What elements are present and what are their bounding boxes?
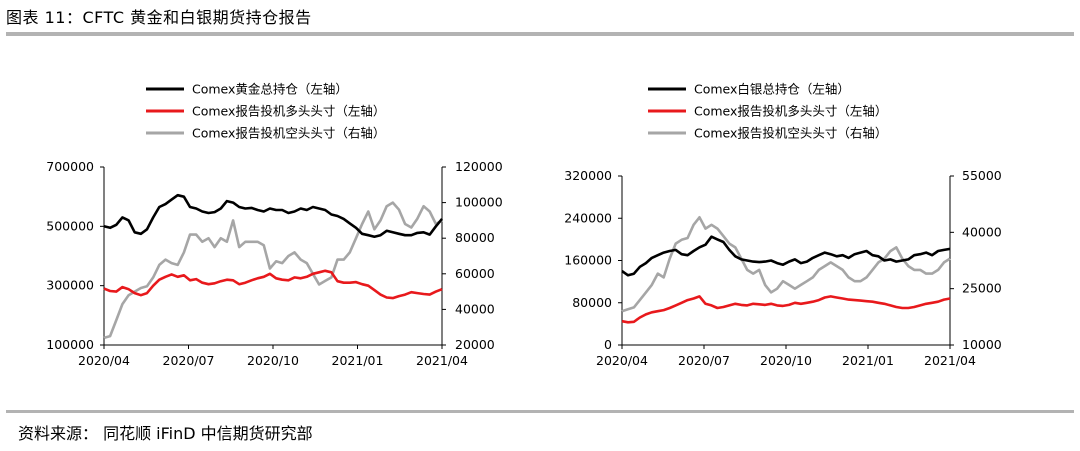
left-tick-label: 80000 xyxy=(572,295,612,310)
x-tick-label: 2021/01 xyxy=(332,353,384,368)
right-tick-label: 55000 xyxy=(962,168,1002,183)
left-tick-label: 0 xyxy=(604,337,612,352)
right-tick-label: 120000 xyxy=(455,159,503,174)
right-tick-label: 10000 xyxy=(962,337,1002,352)
series-line-2 xyxy=(103,269,443,300)
series-line-3 xyxy=(103,201,443,340)
x-tick-label: 2020/04 xyxy=(78,353,130,368)
left-tick-label: 320000 xyxy=(564,168,612,183)
series-line-1 xyxy=(103,193,444,238)
footer-rule xyxy=(6,410,1074,413)
left-tick-label: 240000 xyxy=(564,210,612,225)
right-tick-label: 25000 xyxy=(962,281,1002,296)
right-tick-label: 40000 xyxy=(455,301,495,316)
series-line-3 xyxy=(621,216,951,313)
right-tick-label: 20000 xyxy=(455,337,495,352)
legend-label: Comex报告投机空头头寸（右轴） xyxy=(192,126,385,141)
right-tick-label: 100000 xyxy=(455,195,503,210)
left-tick-label: 700000 xyxy=(46,159,94,174)
series-line-2 xyxy=(621,295,951,324)
x-tick-label: 2020/10 xyxy=(760,353,812,368)
legend-label: Comex报告投机多头头寸（左轴） xyxy=(192,104,385,119)
legend-label: Comex报告投机空头头寸（右轴） xyxy=(694,126,887,141)
legend-label: Comex报告投机多头头寸（左轴） xyxy=(694,104,887,119)
header-rule xyxy=(6,32,1074,36)
x-tick-label: 2021/04 xyxy=(924,353,976,368)
left-tick-label: 300000 xyxy=(46,278,94,293)
source-note: 资料来源： 同花顺 iFinD 中信期货研究部 xyxy=(18,424,313,443)
left-tick-label: 100000 xyxy=(46,337,94,352)
x-tick-label: 2020/10 xyxy=(247,353,299,368)
figure-title: 图表 11：CFTC 黄金和白银期货持仓报告 xyxy=(6,8,312,27)
x-tick-label: 2020/04 xyxy=(596,353,648,368)
legend-label: Comex黄金总持仓（左轴） xyxy=(192,82,348,97)
right-tick-label: 40000 xyxy=(962,224,1002,239)
right-tick-label: 80000 xyxy=(455,230,495,245)
x-tick-label: 2020/07 xyxy=(678,353,730,368)
x-tick-label: 2020/07 xyxy=(163,353,215,368)
legend-label: Comex白银总持仓（左轴） xyxy=(694,82,850,97)
left-tick-label: 160000 xyxy=(564,253,612,268)
series-line-1 xyxy=(621,235,951,277)
x-tick-label: 2021/04 xyxy=(416,353,468,368)
left-tick-label: 500000 xyxy=(46,218,94,233)
x-tick-label: 2021/01 xyxy=(842,353,894,368)
right-tick-label: 60000 xyxy=(455,266,495,281)
